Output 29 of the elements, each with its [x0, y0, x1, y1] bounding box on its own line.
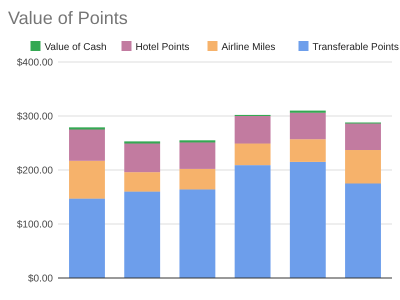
bar: [124, 172, 160, 192]
bar: [234, 165, 271, 278]
bar: [179, 168, 216, 190]
bar: [69, 198, 105, 278]
bar: [69, 160, 105, 199]
y-tick-label: $300.00: [16, 112, 54, 122]
legend-label: Hotel Points: [136, 42, 190, 53]
bar: [345, 124, 381, 150]
y-tick-label: $0.00: [28, 274, 54, 284]
legend-label: Airline Miles: [222, 42, 276, 53]
bar: [345, 150, 381, 184]
bar: [290, 112, 326, 140]
y-tick-label: $200.00: [16, 166, 54, 176]
bar: [234, 116, 271, 144]
bar: [124, 192, 160, 278]
bar: [124, 141, 160, 144]
bar: [179, 189, 216, 278]
bar: [290, 139, 326, 162]
y-tick-label: $400.00: [16, 58, 54, 68]
y-tick-label: $100.00: [16, 220, 54, 230]
bar: [345, 184, 381, 278]
bar: [234, 144, 271, 166]
bar: [179, 142, 216, 169]
chart-title: Value of Points: [8, 8, 128, 28]
bar: [124, 144, 160, 172]
legend-label: Transferable Points: [312, 42, 399, 53]
bar: [290, 162, 326, 278]
legend-label: Value of Cash: [44, 42, 107, 53]
bar: [69, 130, 105, 161]
